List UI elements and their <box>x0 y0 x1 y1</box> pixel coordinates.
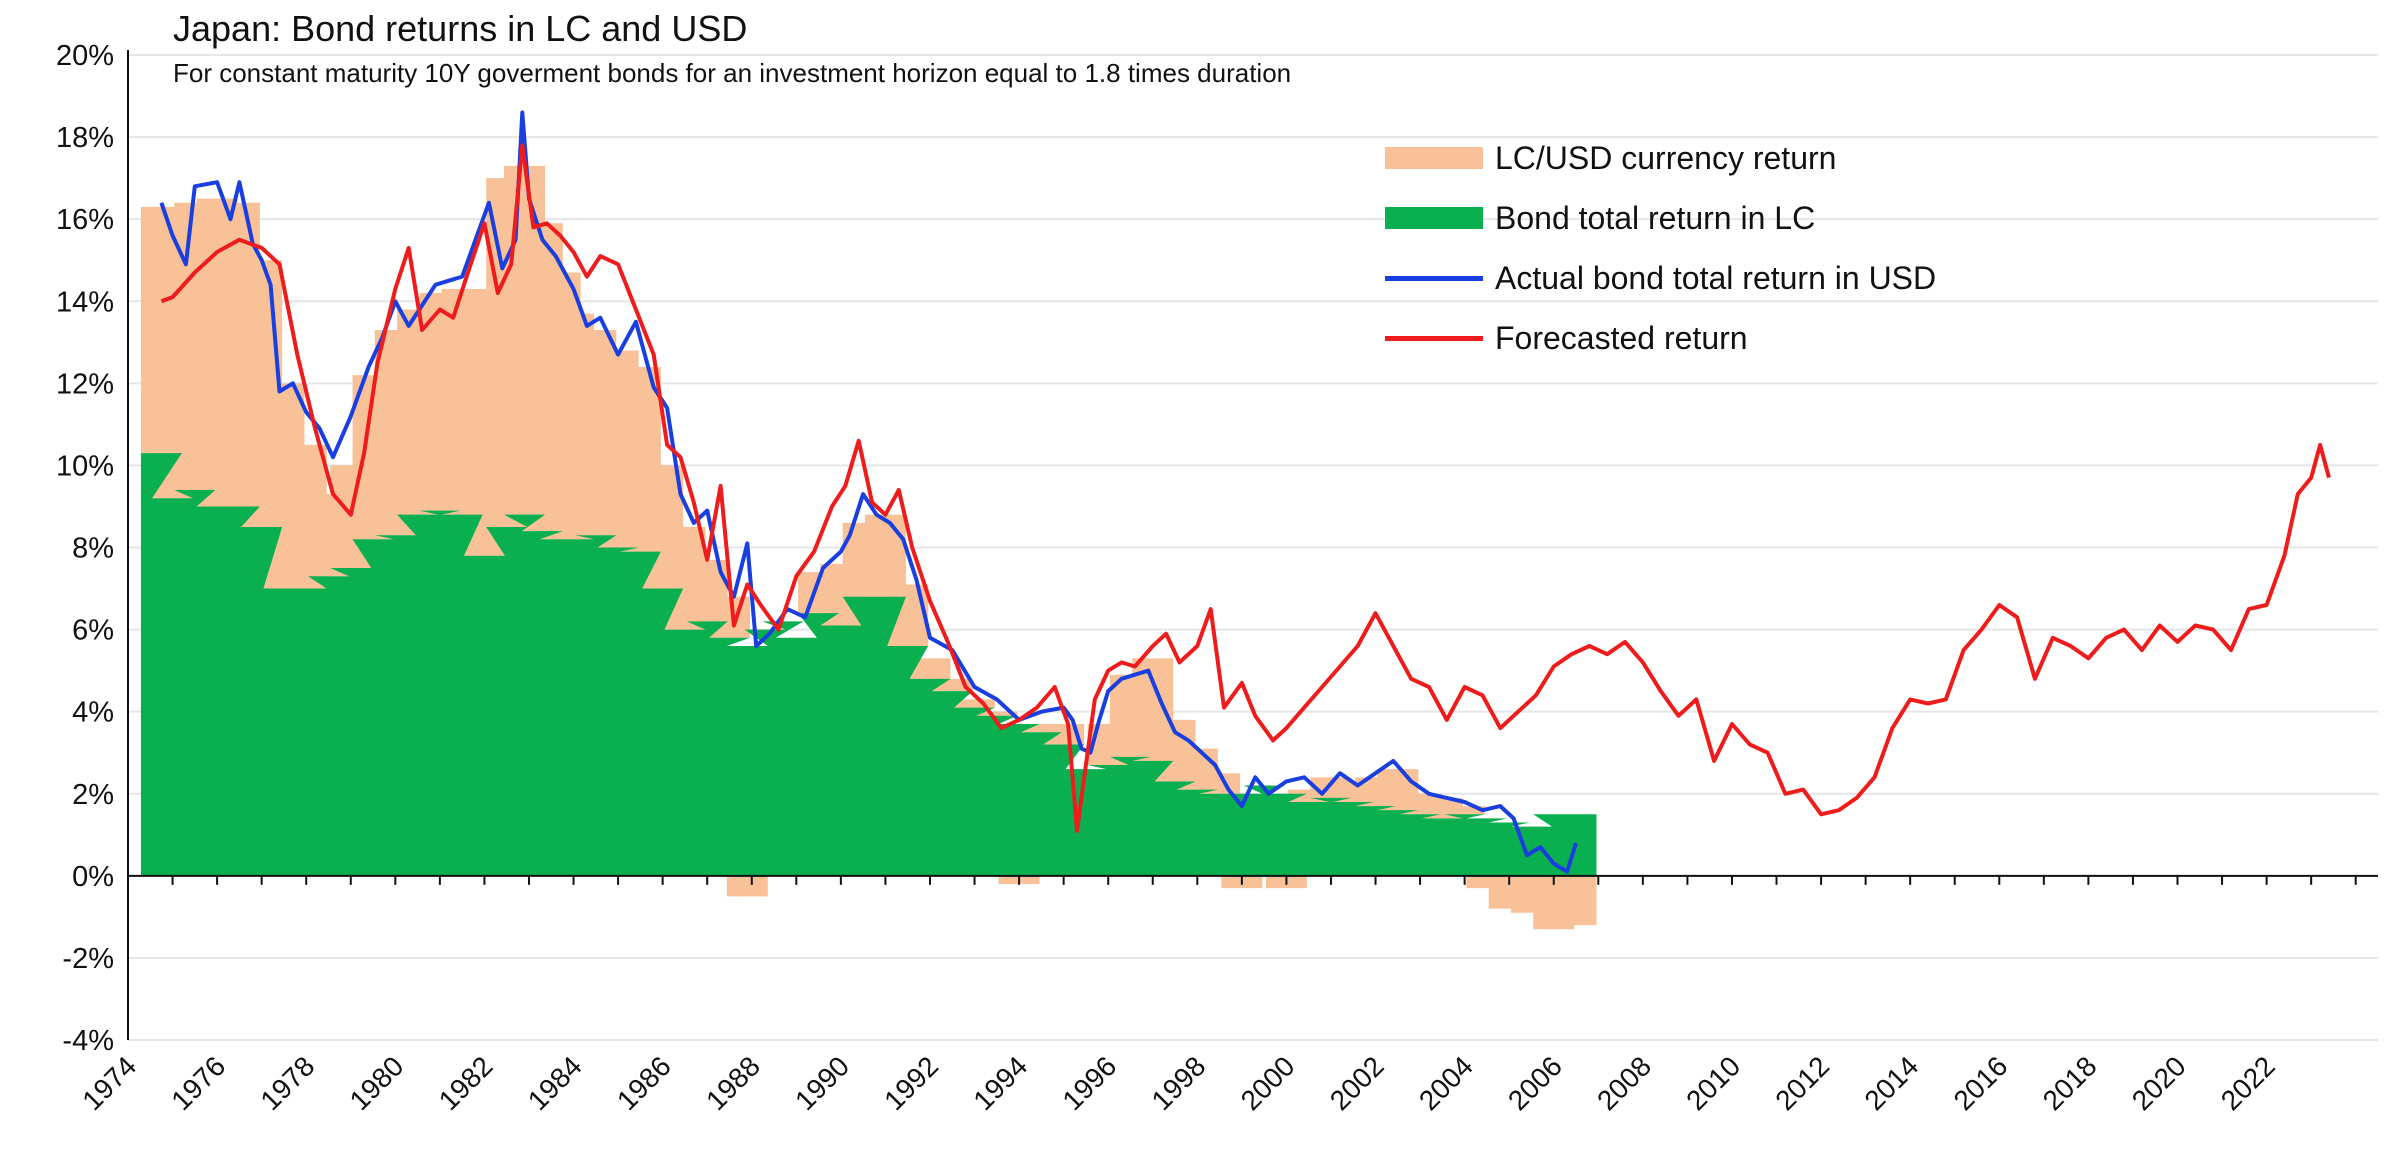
y-tick-label: 4% <box>72 697 114 729</box>
legend-label-bond-lc: Bond total return in LC <box>1495 199 1816 236</box>
legend-swatch-forecast <box>1385 335 1483 341</box>
y-tick-label: 6% <box>72 615 114 647</box>
area-bond-lc <box>140 453 1597 876</box>
legend-label-currency-return: LC/USD currency return <box>1495 139 1837 176</box>
x-tick-label: 2008 <box>1591 1050 1657 1116</box>
x-tick-label: 2020 <box>2126 1050 2192 1116</box>
y-tick-label: 20% <box>56 40 114 72</box>
x-tick-label: 1974 <box>76 1050 142 1116</box>
chart-title: Japan: Bond returns in LC and USD <box>173 8 748 49</box>
y-tick-label: 12% <box>56 368 114 400</box>
x-tick-label: 1986 <box>611 1050 677 1116</box>
area-currency-return <box>140 165 1597 930</box>
legend-item-forecast: Forecasted return <box>1385 308 1936 368</box>
y-tick-labels: 20% 18% 16% 14% 12% 10% 8% 6% 4% 2% 0% -2% -4% <box>56 40 114 1057</box>
y-tick-label: 18% <box>56 122 114 154</box>
x-tick-label: 1976 <box>165 1050 231 1116</box>
x-tick-label: 1994 <box>967 1050 1033 1116</box>
x-tick-label: 1980 <box>344 1050 410 1116</box>
x-tick-label: 1992 <box>878 1050 944 1116</box>
y-tick-label: 14% <box>56 286 114 318</box>
stacked-areas <box>140 165 1597 930</box>
line-forecast <box>160 143 2331 833</box>
y-tick-label: -4% <box>62 1025 114 1057</box>
y-tick-label: 10% <box>56 450 114 482</box>
x-tick-label: 2000 <box>1235 1050 1301 1116</box>
x-tick-label: 1998 <box>1146 1050 1212 1116</box>
legend-item-actual-usd: Actual bond total return in USD <box>1385 248 1936 308</box>
legend-item-bond-lc: Bond total return in LC <box>1385 188 1936 248</box>
legend: LC/USD currency return Bond total return… <box>1385 128 1936 368</box>
y-tick-label: 0% <box>72 861 114 893</box>
legend-item-currency-return: LC/USD currency return <box>1385 128 1936 188</box>
legend-swatch-bond-lc <box>1385 207 1483 229</box>
x-tick-label: 1978 <box>254 1050 320 1116</box>
x-tick-label: 1988 <box>700 1050 766 1116</box>
chart-subtitle: For constant maturity 10Y goverment bond… <box>173 58 1292 88</box>
legend-swatch-actual-usd <box>1385 275 1483 281</box>
axes <box>127 50 2378 1040</box>
series-lines <box>159 110 2331 874</box>
x-tick-label: 1984 <box>522 1050 588 1116</box>
x-tick-label: 2016 <box>1948 1050 2014 1116</box>
x-tick-label: 2004 <box>1413 1050 1479 1116</box>
x-tick-label: 2014 <box>1858 1050 1924 1116</box>
line-actual-usd <box>159 110 1578 874</box>
y-tick-label: 16% <box>56 204 114 236</box>
x-tick-label: 2012 <box>1769 1050 1835 1116</box>
x-tick-label: 2006 <box>1502 1050 1568 1116</box>
x-tick-label: 1990 <box>789 1050 855 1116</box>
x-tick-labels: 1974 1976 1978 1980 1982 1984 1986 1988 1990 1992… <box>76 1050 2281 1116</box>
x-tick-label: 1996 <box>1056 1050 1122 1116</box>
x-tick-label: 1982 <box>433 1050 499 1116</box>
legend-label-actual-usd: Actual bond total return in USD <box>1495 259 1937 296</box>
x-tick-label: 2018 <box>2037 1050 2103 1116</box>
y-tick-label: -2% <box>62 943 114 975</box>
legend-swatch-currency-return <box>1385 147 1483 169</box>
x-tick-label: 2002 <box>1324 1050 1390 1116</box>
y-tick-label: 2% <box>72 779 114 811</box>
y-tick-label: 8% <box>72 533 114 565</box>
x-tick-label: 2022 <box>2215 1050 2281 1116</box>
x-tick-label: 2010 <box>1680 1050 1746 1116</box>
legend-label-forecast: Forecasted return <box>1495 319 1748 356</box>
